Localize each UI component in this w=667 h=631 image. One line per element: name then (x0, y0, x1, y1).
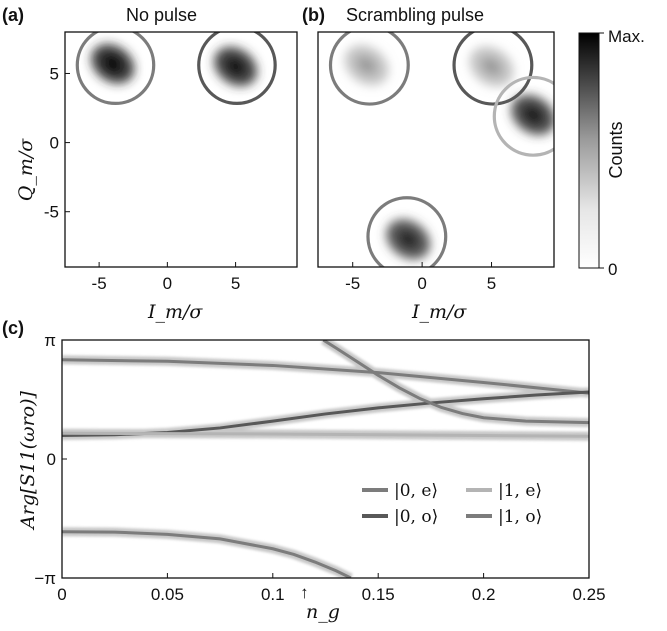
panel-b-circles (328, 32, 554, 267)
series-line (62, 431, 589, 438)
x-tick-label: 0.05 (151, 585, 184, 604)
colorbar: Max. 0 Counts (578, 27, 645, 279)
y-tick-label: π (44, 331, 56, 350)
panel-a-title: No pulse (126, 5, 197, 25)
series-line (322, 340, 589, 425)
panel-b-xticks: -5 0 5 (345, 262, 496, 293)
iq-blob-core (523, 106, 544, 124)
iq-blob-core (481, 57, 502, 76)
state-circle (366, 196, 448, 267)
state-circle (328, 32, 410, 106)
panel-a-yticks: 5 0 -5 (44, 64, 70, 222)
panel-a: (a) No pulse -5 0 5 5 0 -5 I_m/σ Q_m/σ (2, 5, 298, 323)
x-tick-label: 5 (231, 274, 240, 293)
panel-c-legend: |0, e⟩ |0, o⟩ |1, e⟩ |1, o⟩ (362, 481, 542, 527)
panel-c-lines (62, 340, 589, 578)
x-tick-label: 0 (57, 585, 66, 604)
panel-c-streaks (62, 340, 589, 578)
colorbar-min-label: 0 (608, 260, 617, 279)
panel-c-yticks: π 0 −π (34, 331, 67, 588)
panel-b-title: Scrambling pulse (346, 5, 484, 25)
iq-blob (91, 44, 135, 84)
iq-blob-core (398, 230, 419, 249)
iq-blob (469, 46, 514, 87)
iq-blob (511, 94, 554, 135)
panel-c: (c) 0 0.05 0.1 0.15 0.2 0.25 π0−π ↑ n_g Arg[S… (2, 318, 606, 623)
panel-c-ylabel: Arg[S11(ωro)] (17, 391, 39, 531)
x-tick-label: 0 (163, 274, 172, 293)
x-tick-label: 0.25 (572, 585, 605, 604)
iq-blob (386, 219, 431, 260)
panel-c-xlabel: n_g (306, 601, 340, 623)
panel-b-frame (317, 31, 555, 268)
iq-blob (214, 46, 258, 87)
panel-a-heatmap (91, 44, 258, 87)
state-circle (197, 32, 277, 105)
panel-c-ng-marker: ↑ (300, 583, 309, 602)
state-circle (452, 32, 534, 106)
iq-blob-core (102, 55, 123, 73)
x-tick-label: 0.15 (362, 585, 395, 604)
legend-label: |1, e⟩ (498, 481, 542, 501)
legend-label: |1, o⟩ (498, 507, 542, 527)
x-tick-label: 0.1 (261, 585, 285, 604)
panel-c-letter: (c) (2, 318, 24, 338)
colorbar-title: Counts (606, 121, 626, 178)
y-tick-label: -5 (44, 203, 59, 222)
legend-label: |0, e⟩ (394, 481, 438, 501)
y-tick-label: 5 (50, 64, 59, 83)
x-tick-label: -5 (345, 274, 360, 293)
series-line (62, 530, 352, 578)
panel-b: (b) Scrambling pulse -5 0 5 I_m/σ (302, 5, 555, 323)
panel-a-xlabel: I_m/σ (147, 301, 203, 323)
y-tick-label: 0 (47, 450, 56, 469)
panel-a-frame (64, 31, 298, 268)
streak-band (62, 355, 589, 398)
panel-b-letter: (b) (302, 5, 325, 25)
panel-a-xticks: -5 0 5 (92, 262, 240, 293)
panel-a-circles (75, 32, 277, 105)
colorbar-gradient (578, 32, 600, 269)
y-tick-label: −π (34, 569, 56, 588)
panel-c-heatmap (62, 340, 589, 578)
iq-blob-core (356, 56, 377, 75)
x-tick-label: -5 (92, 274, 107, 293)
colorbar-max-label: Max. (608, 27, 645, 46)
iq-blob (344, 45, 389, 86)
panel-b-heatmap (344, 45, 554, 260)
series-line (62, 358, 589, 395)
panel-c-frame (61, 339, 590, 579)
y-tick-label: 0 (50, 134, 59, 153)
state-circle (75, 32, 156, 105)
legend-label: |0, o⟩ (394, 507, 438, 527)
x-tick-label: 0 (417, 274, 426, 293)
panel-c-xticks: 0 0.05 0.1 0.15 0.2 0.25 (57, 573, 606, 604)
iq-blob-core (225, 57, 246, 76)
x-tick-label: 5 (487, 274, 496, 293)
x-tick-label: 0.2 (472, 585, 496, 604)
panel-a-letter: (a) (2, 5, 24, 25)
state-circle (492, 75, 554, 157)
panel-a-ylabel: Q_m/σ (15, 138, 37, 201)
panel-b-xlabel: I_m/σ (411, 301, 467, 323)
